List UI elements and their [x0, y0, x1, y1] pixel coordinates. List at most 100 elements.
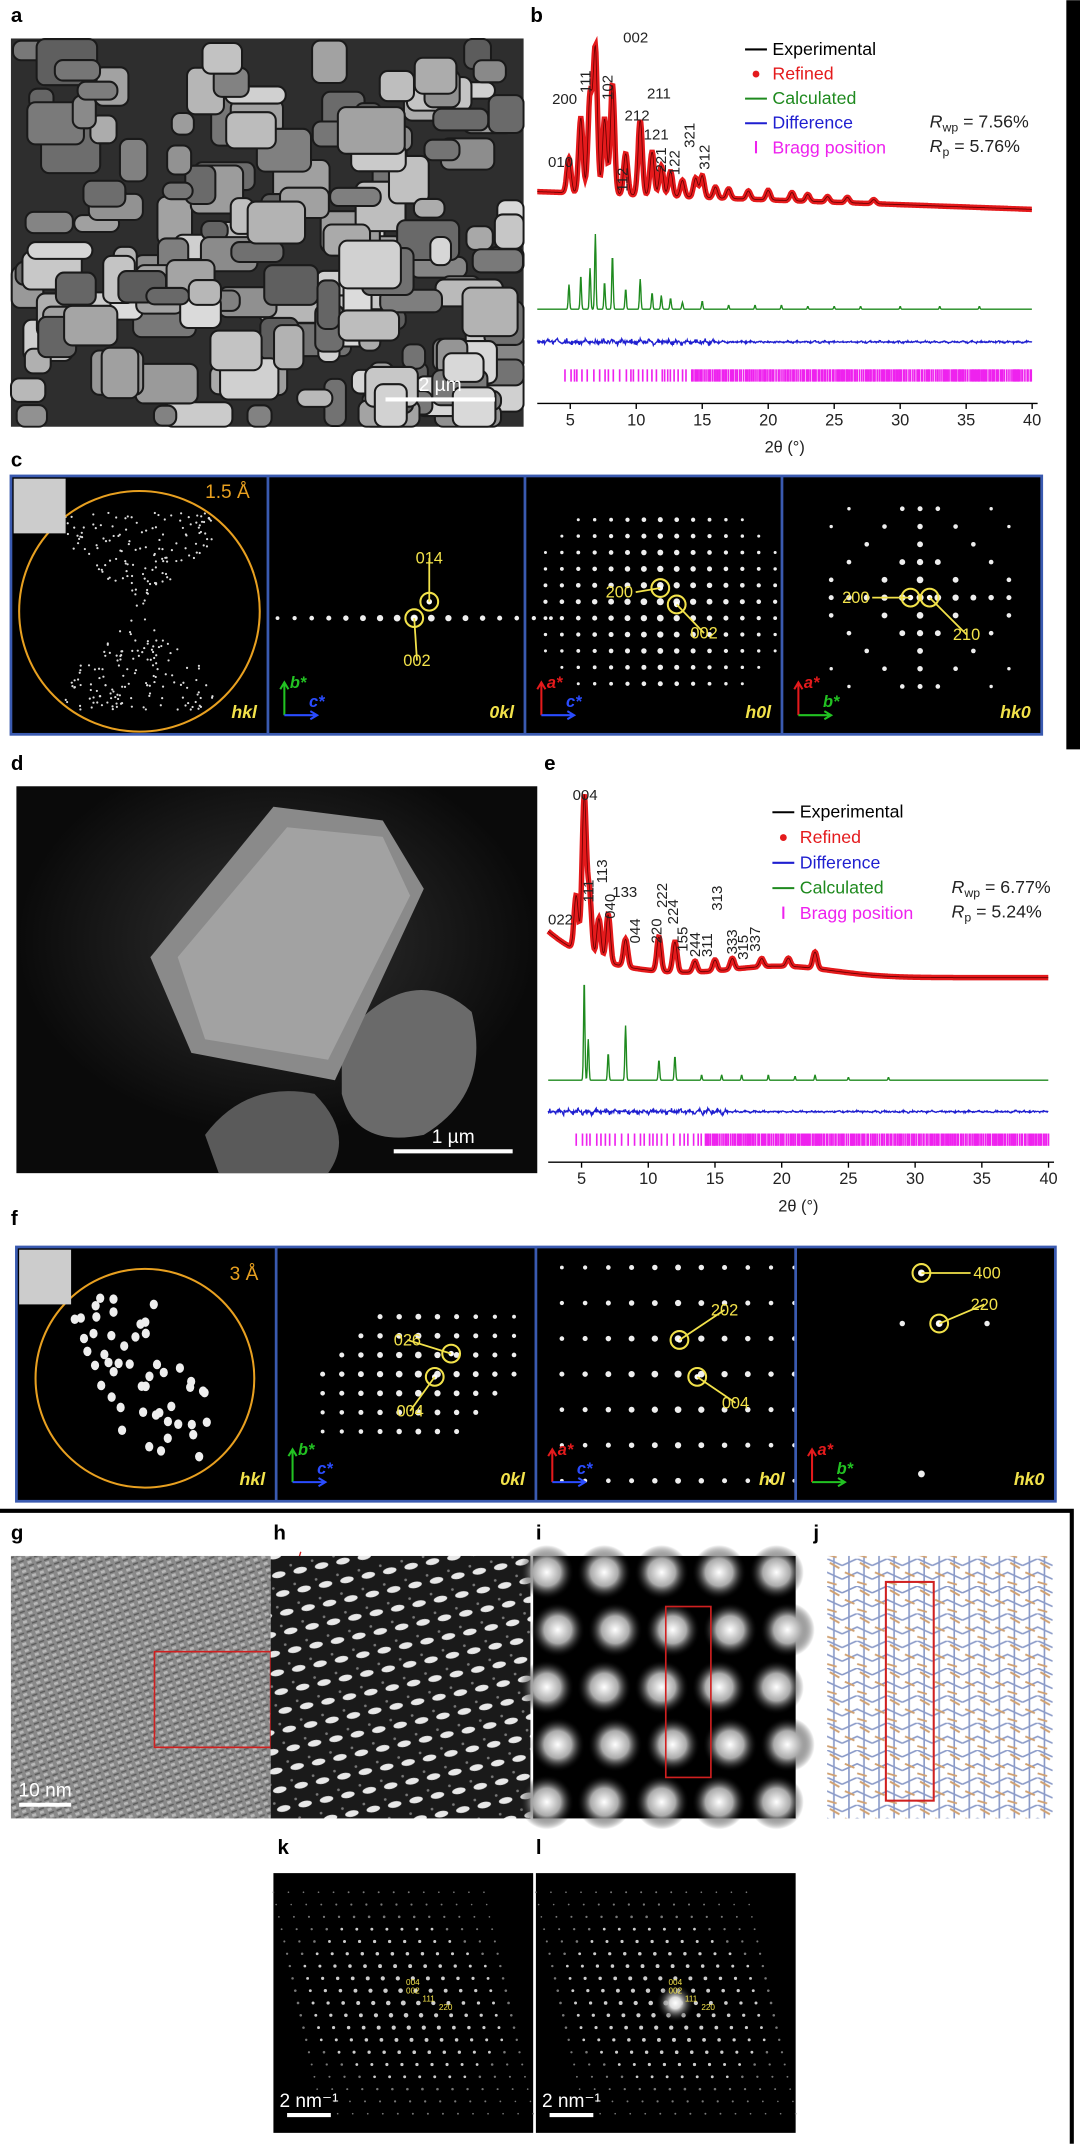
fft-spot [385, 2000, 391, 2006]
inset-image [19, 1249, 72, 1305]
fft-spot [775, 2026, 778, 2029]
diffraction-spot [98, 695, 101, 698]
fft-spot [345, 1952, 349, 1956]
diffraction-spot [144, 708, 147, 711]
diffraction-spot [376, 614, 384, 622]
fft-spot [596, 2100, 599, 2103]
r-subscript: p [942, 145, 949, 159]
diffraction-spot [698, 1335, 705, 1342]
diffraction-spot [415, 1313, 422, 1320]
diffraction-spot [651, 1442, 658, 1449]
fft-spot [559, 2001, 562, 2005]
fft-spot [433, 1939, 437, 1943]
fft-spot [579, 2026, 583, 2030]
fft-spot [363, 1964, 367, 1968]
fft-spot [710, 2075, 714, 2079]
fft-spot [783, 2063, 786, 2066]
fft-spot [590, 1940, 594, 1943]
diffraction-spot [164, 572, 168, 576]
fft-spot [472, 2112, 474, 2115]
fft-spot [724, 2001, 728, 2005]
fft-spot [515, 2038, 518, 2042]
fft-spot [317, 1891, 320, 1894]
index-label: h0l [759, 1469, 786, 1489]
fft-spot [300, 1952, 304, 1956]
diffraction-spot [120, 654, 123, 657]
diffraction-spot [148, 684, 151, 687]
fft-spot [305, 1903, 308, 1906]
diffraction-spot [181, 696, 184, 699]
diffraction-spot [131, 589, 134, 592]
diffraction-spot [124, 517, 127, 520]
fft-spot [606, 2013, 611, 2018]
diffraction-spot [690, 517, 696, 522]
diffraction-spot [768, 1371, 774, 1377]
particle [102, 348, 139, 398]
diffraction-spot [1007, 667, 1011, 671]
diffraction-spot [72, 547, 75, 550]
diffraction-spot [197, 707, 200, 710]
fft-spot [655, 1891, 658, 1894]
filtered-image [270, 1555, 531, 1819]
fft-spot [430, 2062, 434, 2067]
diffraction-spot [187, 1419, 196, 1430]
diffraction-spot [916, 612, 924, 619]
x-tick-label: 40 [1023, 411, 1041, 429]
fft-spot [479, 2013, 483, 2017]
particle [231, 242, 283, 262]
diffraction-spot [673, 648, 680, 654]
fft-spot [331, 2088, 334, 2091]
fft-spot [700, 1891, 703, 1894]
x-tick-label: 10 [627, 411, 645, 429]
fft-spot [608, 1952, 612, 1956]
simulated-blob [702, 1602, 758, 1658]
simulated-blob [530, 1602, 586, 1658]
fft-spot [597, 2038, 601, 2042]
fft-spot [475, 2063, 479, 2066]
panel-label: d [11, 752, 24, 775]
diffraction-spot [175, 559, 178, 563]
fft-spot [580, 1891, 582, 1894]
diffraction-spot [117, 664, 121, 667]
diffraction-spot [396, 1428, 402, 1435]
fft-spot [611, 2100, 614, 2103]
diffraction-spot [144, 546, 147, 549]
diffraction-spot [377, 1429, 383, 1435]
diffraction-spot [107, 511, 110, 515]
inset-image [13, 478, 66, 534]
fft-spot [708, 2001, 713, 2005]
diffraction-spot [114, 1358, 123, 1369]
diffraction-spot [124, 562, 127, 565]
diffraction-spot [641, 664, 647, 670]
diffraction-spot [625, 681, 630, 686]
fft-spot [762, 2038, 766, 2042]
fft-spot [394, 2037, 399, 2042]
diffraction-spot [473, 1409, 479, 1415]
diffraction-spot [157, 513, 160, 517]
r-factor: Rwp = 6.77% [951, 877, 1050, 900]
r-subscript: wp [963, 886, 980, 900]
fft-spot [552, 1903, 555, 1906]
fft-spot [330, 1952, 334, 1956]
diffraction-spot [89, 688, 92, 692]
diffraction-spot [118, 694, 121, 697]
fft-spot [730, 1891, 733, 1894]
fft-spot [654, 2025, 659, 2030]
particle [167, 146, 191, 175]
fft-spot [285, 1952, 289, 1955]
diffraction-spot [445, 614, 452, 622]
diffraction-spot [203, 512, 206, 515]
fft-spot [442, 2050, 447, 2054]
diffraction-spot [150, 648, 154, 651]
diffraction-spot [640, 614, 648, 622]
fft-spot [393, 2100, 397, 2103]
diffraction-spot [492, 1390, 498, 1396]
fft-spot [288, 1964, 292, 1968]
fft-spot [310, 2063, 313, 2066]
fft-spot [736, 1989, 740, 1993]
fft-spot [319, 2038, 323, 2042]
fft-spot [564, 2026, 568, 2029]
fft-spot [560, 1940, 564, 1943]
experimental-curve [537, 44, 1032, 210]
fft-spot [352, 2050, 356, 2054]
